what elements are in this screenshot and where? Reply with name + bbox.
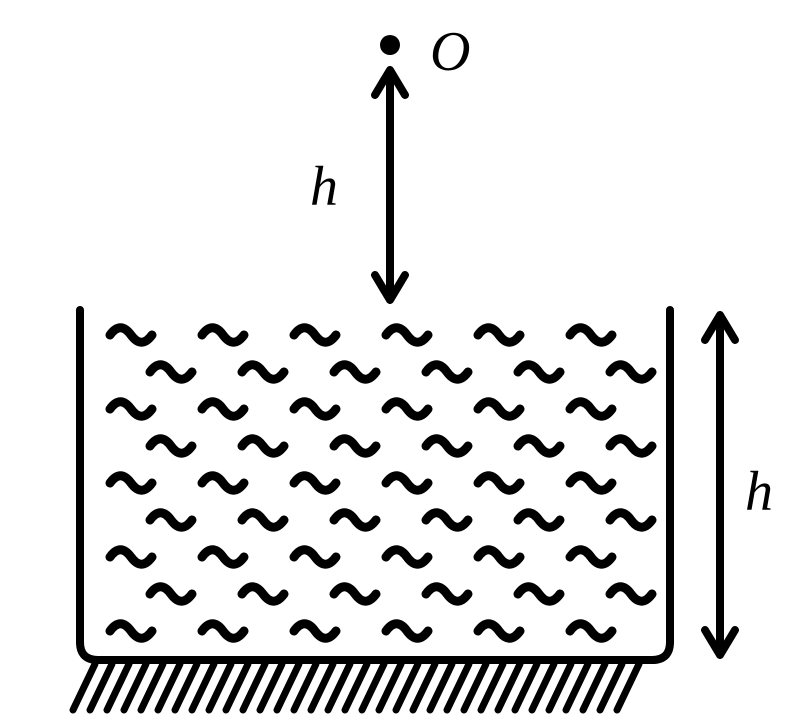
wave-tilde [518,513,560,527]
wave-tilde [478,624,520,638]
point-marker [380,35,400,55]
container-outline [80,310,670,660]
wave-tilde [150,513,192,527]
wave-tilde [202,328,244,342]
wave-tilde [570,624,612,638]
wave-tilde [294,624,336,638]
wave-tilde [518,365,560,379]
wave-tilde [110,476,152,490]
wave-tilde [386,328,428,342]
wave-tilde [426,587,468,601]
wave-tilde [242,513,284,527]
water-waves [110,328,652,638]
wave-tilde [150,587,192,601]
wave-tilde [386,550,428,564]
wave-tilde [294,328,336,342]
wave-tilde [334,439,376,453]
wave-tilde [610,587,652,601]
wave-tilde [202,402,244,416]
height-arrow-right-label: h [745,461,773,523]
wave-tilde [202,550,244,564]
wave-tilde [334,513,376,527]
wave-tilde [150,439,192,453]
height-arrow-right: h [705,315,773,655]
wave-tilde [386,402,428,416]
wave-tilde [426,365,468,379]
wave-tilde [570,328,612,342]
wave-tilde [334,365,376,379]
wave-tilde [570,476,612,490]
wave-tilde [478,402,520,416]
height-arrow-upper: h [310,70,405,300]
wave-tilde [478,328,520,342]
height-arrow-upper-label: h [310,156,338,218]
wave-tilde [294,550,336,564]
wave-tilde [570,402,612,416]
wave-tilde [426,439,468,453]
wave-tilde [242,365,284,379]
wave-tilde [242,587,284,601]
wave-tilde [110,402,152,416]
wave-tilde [518,587,560,601]
wave-tilde [294,476,336,490]
wave-tilde [610,513,652,527]
wave-tilde [294,402,336,416]
wave-tilde [386,624,428,638]
wave-tilde [386,476,428,490]
wave-tilde [110,550,152,564]
wave-tilde [570,550,612,564]
wave-tilde [478,550,520,564]
wave-tilde [110,328,152,342]
wave-tilde [478,476,520,490]
wave-tilde [150,365,192,379]
wave-tilde [334,587,376,601]
wave-tilde [610,365,652,379]
wave-tilde [610,439,652,453]
point-label: O [430,21,470,83]
wave-tilde [202,624,244,638]
ground-hatching [73,664,639,710]
wave-tilde [202,476,244,490]
wave-tilde [426,513,468,527]
wave-tilde [242,439,284,453]
wave-tilde [110,624,152,638]
wave-tilde [518,439,560,453]
physics-diagram: Oh h [0,0,798,725]
